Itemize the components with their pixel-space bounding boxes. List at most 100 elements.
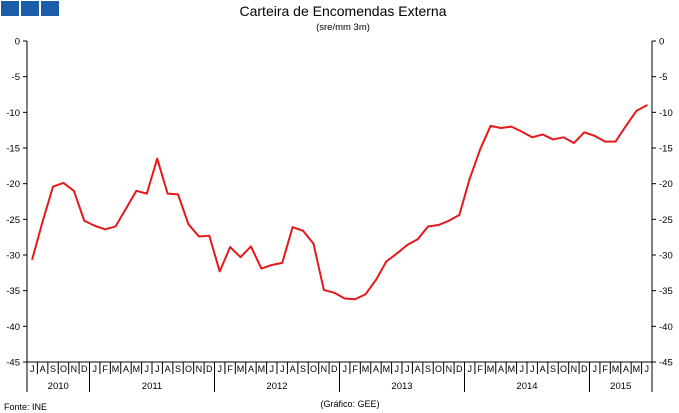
x-month-label: J — [342, 364, 347, 374]
x-month-label: S — [425, 364, 431, 374]
x-month-label: F — [352, 364, 358, 374]
data-point — [93, 224, 96, 227]
data-point — [166, 192, 169, 195]
x-month-label: A — [290, 364, 296, 374]
data-point — [375, 279, 377, 281]
data-point — [552, 138, 554, 141]
data-point — [270, 264, 273, 266]
data-point — [562, 136, 565, 139]
x-month-label: O — [310, 364, 317, 374]
y-tick-label-right: -45 — [659, 358, 673, 369]
x-month-label: M — [112, 364, 120, 374]
x-month-label: A — [498, 364, 504, 374]
x-year-label: 2010 — [48, 381, 69, 392]
data-point — [416, 238, 419, 241]
series-group — [31, 104, 648, 301]
data-point — [239, 256, 242, 259]
data-point — [510, 125, 513, 128]
data-point — [500, 127, 502, 129]
chart-subtitle: (sre/mm 3m) — [316, 22, 370, 33]
x-month-label: J — [467, 364, 472, 374]
x-month-label: N — [71, 364, 78, 374]
x-month-label: O — [560, 364, 567, 374]
data-point — [385, 260, 388, 263]
data-point — [583, 131, 586, 134]
y-tick-label-right: -40 — [659, 322, 673, 333]
data-point — [531, 136, 534, 139]
x-month-label: A — [623, 364, 629, 374]
data-point — [406, 244, 409, 246]
x-month-label: F — [227, 364, 233, 374]
y-tick-label-right: -20 — [659, 179, 673, 190]
data-point — [250, 245, 252, 248]
x-year-label: 2015 — [610, 381, 631, 392]
data-point — [614, 140, 617, 143]
data-point — [354, 298, 357, 301]
x-month-label: J — [592, 364, 597, 374]
x-year-label: 2014 — [516, 381, 537, 392]
y-tick-label-left: 0 — [15, 37, 20, 48]
data-point — [645, 104, 648, 107]
data-point — [114, 225, 117, 228]
data-point — [572, 142, 575, 144]
data-point — [541, 133, 544, 136]
data-point — [218, 270, 221, 273]
y-tick-label-right: -25 — [659, 215, 673, 226]
y-tick-label-left: -45 — [6, 358, 20, 369]
x-month-label: A — [248, 364, 254, 374]
logo-square — [41, 1, 59, 16]
data-point — [229, 246, 232, 249]
x-month-label: A — [123, 364, 129, 374]
y-tick-label-left: -30 — [6, 251, 20, 262]
data-point — [145, 192, 148, 195]
data-point — [291, 226, 294, 229]
data-point — [312, 242, 315, 245]
x-month-label: A — [40, 364, 46, 374]
x-month-label: M — [383, 364, 391, 374]
y-tick-label-left: -25 — [6, 215, 20, 226]
logo — [1, 1, 59, 16]
x-month-label: J — [405, 364, 410, 374]
data-point — [437, 224, 440, 226]
y-tick-label-left: -35 — [6, 286, 20, 297]
x-month-label: M — [508, 364, 516, 374]
y-tick-label-right: -5 — [659, 72, 667, 83]
x-month-label: M — [237, 364, 245, 374]
x-month-label: F — [102, 364, 108, 374]
x-year-label: 2013 — [391, 381, 412, 392]
x-month-label: N — [321, 364, 328, 374]
data-point — [260, 267, 263, 270]
series-line — [31, 104, 648, 301]
x-month-label: J — [530, 364, 535, 374]
x-month-label: J — [645, 364, 650, 374]
data-point — [625, 124, 627, 127]
x-month-label: M — [258, 364, 266, 374]
x-month-label: J — [280, 364, 285, 374]
x-month-label: S — [300, 364, 306, 374]
x-month-label: J — [520, 364, 525, 374]
x-year-label: 2012 — [266, 381, 287, 392]
data-point — [333, 291, 336, 294]
x-month-label: S — [50, 364, 56, 374]
x-month-label: J — [145, 364, 150, 374]
plot-area — [26, 41, 653, 363]
x-month-label: J — [270, 364, 275, 374]
x-month-label: D — [581, 364, 588, 374]
y-tick-label-right: -35 — [659, 286, 673, 297]
data-point — [104, 228, 107, 231]
x-month-label: F — [477, 364, 483, 374]
data-point — [395, 252, 398, 255]
data-point — [156, 157, 159, 160]
x-month-label: S — [175, 364, 181, 374]
data-point — [458, 214, 461, 216]
x-month-label: J — [395, 364, 400, 374]
y-tick-label-left: -20 — [6, 179, 20, 190]
data-point — [322, 289, 325, 291]
chart-title: Carteira de Encomendas Externa — [240, 3, 447, 19]
x-month-label: M — [362, 364, 370, 374]
x-month-label: J — [217, 364, 222, 374]
x-month-label: M — [612, 364, 620, 374]
x-month-label: D — [456, 364, 463, 374]
